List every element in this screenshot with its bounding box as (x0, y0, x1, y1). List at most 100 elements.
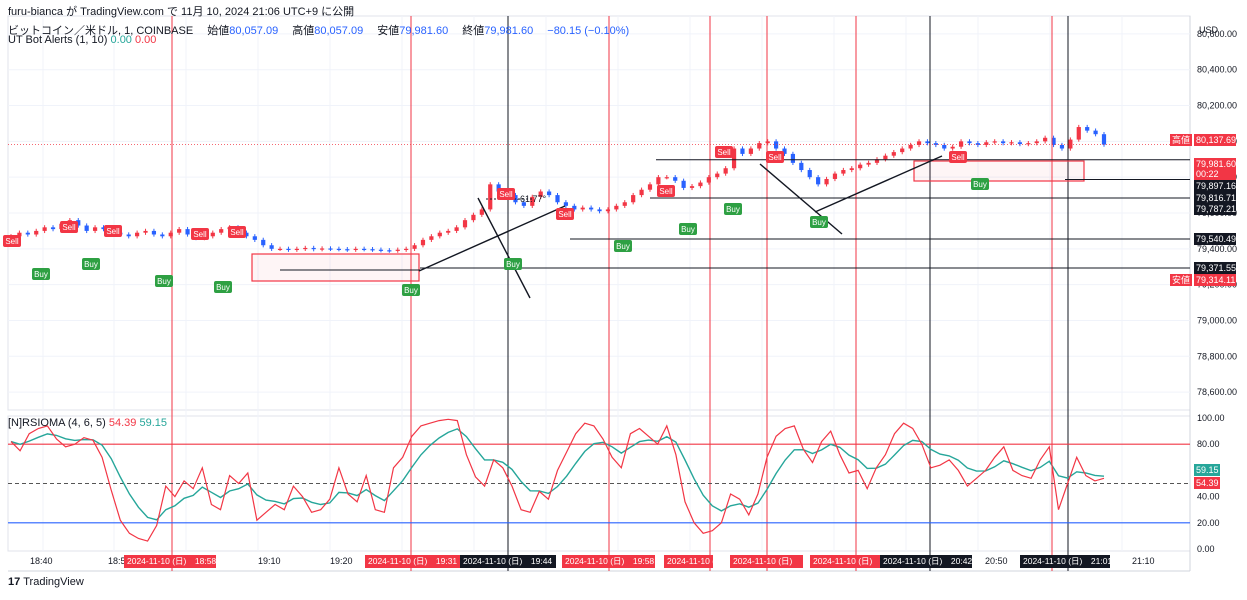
time-highlight-box-1 (365, 555, 460, 568)
time-highlight-label-6: 2024-11-10 (日) (813, 556, 873, 566)
time-tick-label-4: 20:50 (985, 556, 1008, 566)
time-highlight-label-2: 2024-11-10 (日) 19:44 (463, 556, 552, 566)
candle-body-85 (723, 168, 728, 174)
candle-body-54 (462, 220, 468, 228)
low-value: 79,981.60 (399, 25, 449, 37)
sell-signal-10 (949, 151, 967, 163)
candle-body-130 (1101, 134, 1107, 145)
price-label-7: 79,371.55 (1196, 263, 1236, 273)
candle-body-57 (488, 184, 493, 210)
sell-signal-label-0: Sell (5, 237, 19, 246)
rsi-ma-last-label: 59.15 (1196, 465, 1219, 475)
rsi-line (10, 418, 1105, 542)
indicator-line[interactable]: UT Bot Alerts (1, 10) 0.00 0.00 (8, 34, 156, 46)
price-label-6: 79,540.49 (1196, 234, 1236, 244)
candle-body-47 (404, 248, 409, 251)
price-tick-label-8: 79,000.00 (1197, 315, 1237, 325)
rsi-tick-label-1: 80.00 (1197, 439, 1220, 449)
candle-body-81 (689, 186, 695, 188)
sell-signal-label-4: Sell (230, 228, 244, 237)
candle-body-121 (1026, 143, 1031, 145)
sell-signal-3 (191, 228, 209, 240)
buy-signal-label-7: Buy (681, 225, 695, 234)
price-label-box-7 (1194, 262, 1236, 274)
time-highlight-label-3: 2024-11-10 (日) 19:58 (565, 556, 654, 566)
buy-signal-6 (614, 240, 632, 252)
rsi-legend[interactable]: [N]RSIOMA (4, 6, 5) 54.39 59.15 (8, 417, 167, 429)
time-highlight-box-2 (460, 555, 556, 568)
candle-body-43 (370, 249, 375, 251)
candle-body-73 (622, 202, 627, 206)
time-highlight-box-3 (562, 555, 655, 568)
sell-signal-0 (3, 235, 21, 247)
price-label-box-8 (1194, 274, 1236, 286)
candle-body-18 (160, 234, 165, 237)
candle-body-77 (656, 177, 661, 185)
candle-body-120 (1017, 142, 1023, 145)
currency-label: USD (1199, 25, 1219, 35)
indicator-value-1: 0.00 (110, 34, 132, 46)
rsi-tick-label-3: 40.00 (1197, 492, 1220, 502)
publisher-line: furu-bianca が TradingView.com で 11月 10, … (8, 6, 355, 18)
candle-body-24 (210, 232, 215, 237)
candle-body-11 (101, 227, 106, 230)
candle-body-92 (782, 148, 787, 154)
candle-body-65 (555, 195, 560, 203)
buy-signal-10 (971, 178, 989, 190)
rsi-tick-label-5: 0.00 (1197, 544, 1215, 554)
time-highlight-label-8: 2024-11-10 (日) 21:01 (1023, 556, 1112, 566)
candle-body-17 (151, 230, 157, 235)
sell-signal-2 (104, 225, 122, 237)
candle-body-103 (874, 159, 880, 163)
sell-signal-5 (497, 188, 515, 200)
time-tick-label-2: 19:10 (258, 556, 281, 566)
sell-signal-8 (715, 146, 733, 158)
trend-line-1 (477, 197, 531, 299)
candle-body-42 (362, 248, 367, 251)
price-label-8: 79,314.11 (1196, 275, 1235, 285)
candle-body-83 (706, 177, 711, 183)
rsi-last-label: 54.39 (1196, 478, 1219, 488)
candle-body-2 (25, 232, 30, 235)
rsi-tick-label-4: 20.00 (1197, 518, 1220, 528)
candle-body-87 (740, 148, 745, 154)
sell-signal-9 (766, 151, 784, 163)
price-label-box-1 (1194, 158, 1236, 170)
candle-body-44 (378, 249, 384, 251)
candle-body-124 (1051, 137, 1056, 145)
rsi-ma-last-box (1194, 464, 1220, 476)
price-label-3: 79,897.16 (1196, 181, 1236, 191)
high-value: 80,057.09 (314, 25, 364, 37)
candle-body-114 (967, 141, 972, 144)
candle-body-62 (530, 196, 535, 206)
candle-body-49 (420, 239, 426, 246)
candle-body-33 (286, 248, 291, 251)
candle-body-117 (992, 141, 997, 143)
buy-signal-label-0: Buy (34, 270, 48, 279)
candle-body-96 (816, 177, 821, 185)
buy-signal-label-10: Buy (973, 180, 987, 189)
symbol-name[interactable]: ビットコイン／米ドル, 1, COINBASE (8, 25, 194, 37)
buy-signal-label-9: Buy (812, 218, 826, 227)
candle-body-74 (631, 195, 636, 203)
candle-body-107 (908, 144, 913, 149)
buy-signal-0 (32, 268, 50, 280)
price-label-1: 79,981.60 (1196, 159, 1236, 169)
price-tag-box-0 (1170, 134, 1192, 146)
indicator-name: UT Bot Alerts (1, 10) (8, 34, 108, 46)
price-label-2: 00:22 (1196, 169, 1219, 179)
close-value: 79,981.60 (484, 25, 534, 37)
buy-signal-label-8: Buy (726, 205, 740, 214)
time-tick-label-5: 21:10 (1132, 556, 1155, 566)
candle-body-34 (294, 248, 299, 251)
candle-body-53 (454, 227, 459, 231)
footer-brand[interactable]: 17 TradingView (8, 576, 84, 588)
candle-body-35 (303, 247, 308, 250)
high-label: 高値 (292, 25, 315, 37)
sell-signal-label-5: Sell (499, 190, 513, 199)
candle-body-55 (471, 214, 476, 221)
price-label-box-3 (1194, 180, 1236, 192)
sell-signal-label-7: Sell (659, 187, 673, 196)
